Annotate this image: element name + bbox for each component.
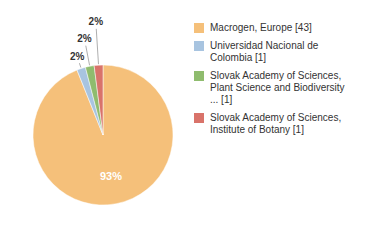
html-text:Slovak Academy of Sciences, Pl: Slovak Academy of Sciences, Plant Scienc… <box>210 70 345 105</box>
svg-text:2%: 2% <box>77 33 92 44</box>
html-text:Slovak Academy of Sciences, In: Slovak Academy of Sciences, Institute of… <box>210 112 342 135</box>
svg-text:2%: 2% <box>70 51 85 62</box>
svg-text:93%: 93% <box>100 170 122 182</box>
svg-text:2%: 2% <box>89 16 104 27</box>
html-text:Universidad Nacional de Colomb: Universidad Nacional de Colombia [1] <box>210 40 319 63</box>
html-text:Macrogen, Europe [43]: Macrogen, Europe [43] <box>210 22 312 33</box>
